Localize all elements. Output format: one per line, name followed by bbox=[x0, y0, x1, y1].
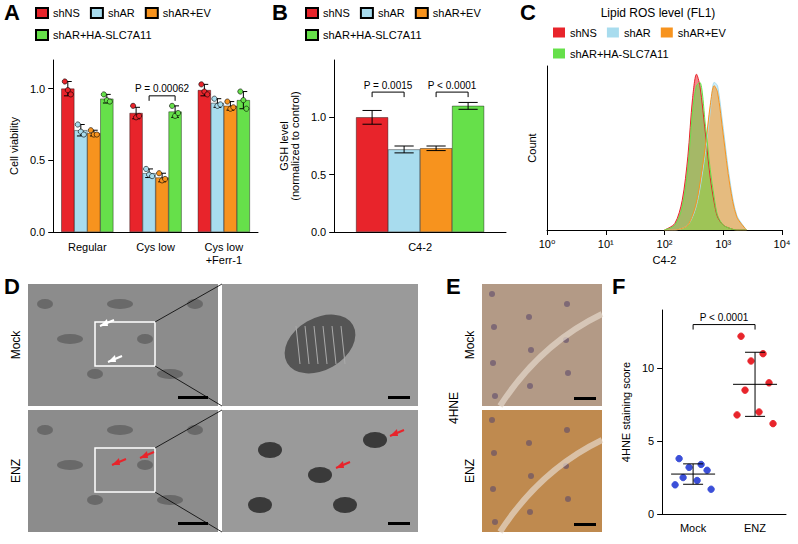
svg-text:Cell viability: Cell viability bbox=[8, 116, 20, 175]
svg-text:Regular: Regular bbox=[68, 241, 107, 253]
svg-text:P = 0.00062: P = 0.00062 bbox=[135, 83, 189, 94]
svg-text:shAR: shAR bbox=[108, 7, 135, 19]
svg-text:+Ferr-1: +Ferr-1 bbox=[206, 254, 242, 266]
svg-text:shAR: shAR bbox=[378, 7, 405, 19]
svg-text:10⁴: 10⁴ bbox=[774, 238, 791, 250]
html-text:C: C bbox=[520, 0, 536, 25]
svg-text:ENZ: ENZ bbox=[744, 522, 766, 534]
svg-text:10³: 10³ bbox=[715, 238, 731, 250]
svg-text:P < 0.0001: P < 0.0001 bbox=[428, 80, 477, 91]
svg-text:shAR+EV: shAR+EV bbox=[163, 7, 212, 19]
svg-text:Mock: Mock bbox=[463, 330, 477, 360]
html-text:A: A bbox=[4, 0, 20, 25]
svg-text:Mock: Mock bbox=[9, 330, 23, 360]
svg-text:10: 10 bbox=[642, 362, 654, 374]
svg-text:shAR+EV: shAR+EV bbox=[433, 7, 482, 19]
svg-text:10⁰: 10⁰ bbox=[539, 238, 556, 250]
svg-text:ENZ: ENZ bbox=[9, 459, 23, 483]
html-text:F: F bbox=[612, 274, 626, 299]
svg-text:ENZ: ENZ bbox=[463, 459, 477, 483]
svg-text:shAR+HA-SLC7A11: shAR+HA-SLC7A11 bbox=[53, 29, 152, 41]
svg-text:0.0: 0.0 bbox=[30, 226, 45, 238]
svg-text:10²: 10² bbox=[657, 238, 673, 250]
html-text:E: E bbox=[446, 274, 461, 299]
svg-text:Cys low: Cys low bbox=[136, 241, 175, 253]
svg-text:Cys low: Cys low bbox=[205, 241, 244, 253]
svg-text:shAR: shAR bbox=[624, 27, 651, 39]
svg-text:GSH level: GSH level bbox=[277, 121, 290, 171]
svg-text:4HNE: 4HNE bbox=[447, 392, 461, 424]
svg-text:1.0: 1.0 bbox=[311, 111, 326, 123]
svg-text:shAR+EV: shAR+EV bbox=[678, 27, 727, 39]
svg-text:P = 0.0015: P = 0.0015 bbox=[364, 80, 413, 91]
svg-text:shNS: shNS bbox=[53, 7, 80, 19]
html-text:D: D bbox=[4, 274, 20, 299]
svg-text:shNS: shNS bbox=[323, 7, 350, 19]
svg-text:shAR+HA-SLC7A11: shAR+HA-SLC7A11 bbox=[570, 48, 669, 60]
svg-text:Count: Count bbox=[526, 133, 538, 162]
svg-text:0.5: 0.5 bbox=[30, 154, 45, 166]
svg-text:P < 0.0001: P < 0.0001 bbox=[700, 312, 749, 323]
svg-text:4HNE staining score: 4HNE staining score bbox=[620, 362, 632, 462]
svg-text:1.0: 1.0 bbox=[30, 83, 45, 95]
svg-text:shNS: shNS bbox=[570, 27, 597, 39]
svg-text:5: 5 bbox=[648, 435, 654, 447]
svg-text:10¹: 10¹ bbox=[598, 238, 614, 250]
svg-text:Lipid ROS level (FL1): Lipid ROS level (FL1) bbox=[601, 6, 716, 20]
svg-text:C4-2: C4-2 bbox=[408, 241, 432, 253]
svg-text:0.0: 0.0 bbox=[311, 226, 326, 238]
svg-text:Mock: Mock bbox=[680, 522, 707, 534]
svg-text:(normalized to control): (normalized to control) bbox=[289, 91, 301, 200]
svg-text:C4-2: C4-2 bbox=[653, 254, 677, 266]
svg-text:0: 0 bbox=[648, 508, 654, 520]
html-text:B: B bbox=[272, 0, 288, 25]
svg-text:0.5: 0.5 bbox=[311, 169, 326, 181]
svg-text:shAR+HA-SLC7A11: shAR+HA-SLC7A11 bbox=[323, 29, 422, 41]
